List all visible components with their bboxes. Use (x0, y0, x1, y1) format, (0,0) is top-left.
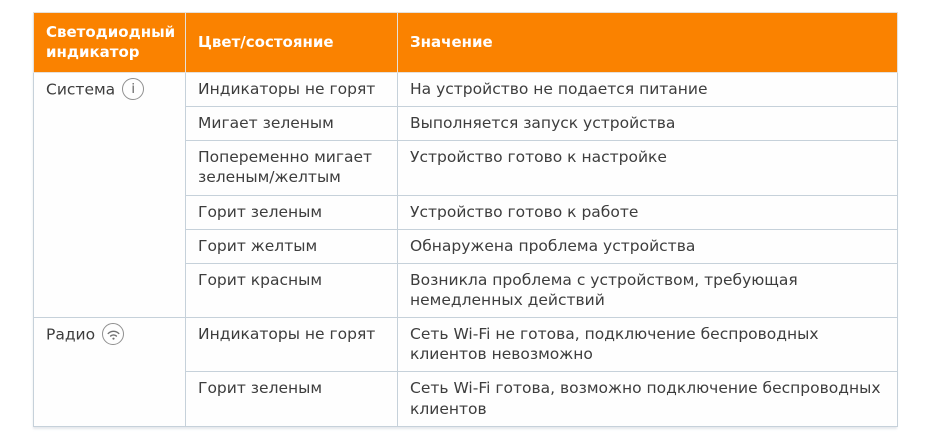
state-cell: Мигает зеленым (185, 106, 398, 142)
header-cell-indicator: Светодиодный индикатор (33, 12, 186, 73)
meaning-cell: Устройство готово к работе (397, 194, 898, 230)
table-row: Попеременно мигает зеленым/желтым Устройс… (34, 140, 898, 196)
state-cell: Индикаторы не горят (185, 317, 398, 373)
table-row: Горит зеленым Устройство готово к работе (34, 194, 898, 230)
indicator-group-cell: Система i (33, 71, 186, 319)
table-row: Горит зеленым Сеть Wi-Fi готова, возможно… (34, 371, 898, 427)
table-row: Система i Индикаторы не горят На устройство… (33, 71, 898, 319)
state-cell: Горит зеленым (185, 194, 398, 230)
meaning-cell: На устройство не подается питание (397, 71, 898, 108)
meaning-cell: Обнаружена проблема устройства (397, 228, 898, 264)
state-cell: Индикаторы не горят (185, 71, 398, 108)
meaning-cell: Устройство готово к настройке (397, 140, 898, 196)
header-row: Светодиодный индикатор Цвет/состояние Зн… (33, 12, 898, 73)
indicator-label: Система (46, 80, 116, 99)
table-row: Мигает зеленым Выполняется запуск устройс… (34, 106, 898, 142)
header-cell-meaning: Значение (397, 12, 898, 73)
led-indicator-table-wrap: Светодиодный индикатор Цвет/состояние Зн… (33, 12, 898, 427)
wifi-icon (102, 323, 125, 346)
meaning-cell: Выполняется запуск устройства (397, 106, 898, 142)
table-row: Горит желтым Обнаружена проблема устройст… (34, 228, 898, 264)
state-cell: Горит желтым (185, 228, 398, 264)
table-row: Радио Индикаторы не горят Сеть Wi-Fi не го… (33, 317, 898, 427)
indicator-label: Радио (46, 325, 96, 344)
header-cell-state: Цвет/состояние (185, 12, 398, 73)
info-icon: i (122, 78, 145, 100)
table-header: Светодиодный индикатор Цвет/состояние Зн… (33, 12, 898, 73)
state-cell: Попеременно мигает зеленым/желтым (185, 140, 398, 196)
table-body: Система i Индикаторы не горят На устройство… (33, 71, 898, 427)
state-cell: Горит красным (185, 262, 398, 319)
state-cell: Горит зеленым (185, 371, 398, 427)
led-indicator-table: Светодиодный индикатор Цвет/состояние Зн… (33, 12, 898, 427)
meaning-cell: Сеть Wi-Fi готова, возможно подключение … (397, 371, 898, 427)
meaning-cell: Сеть Wi-Fi не готова, подключение беспро… (397, 317, 898, 373)
meaning-cell: Возникла проблема с устройством, требующ… (397, 262, 898, 319)
indicator-group-cell: Радио (33, 317, 186, 427)
